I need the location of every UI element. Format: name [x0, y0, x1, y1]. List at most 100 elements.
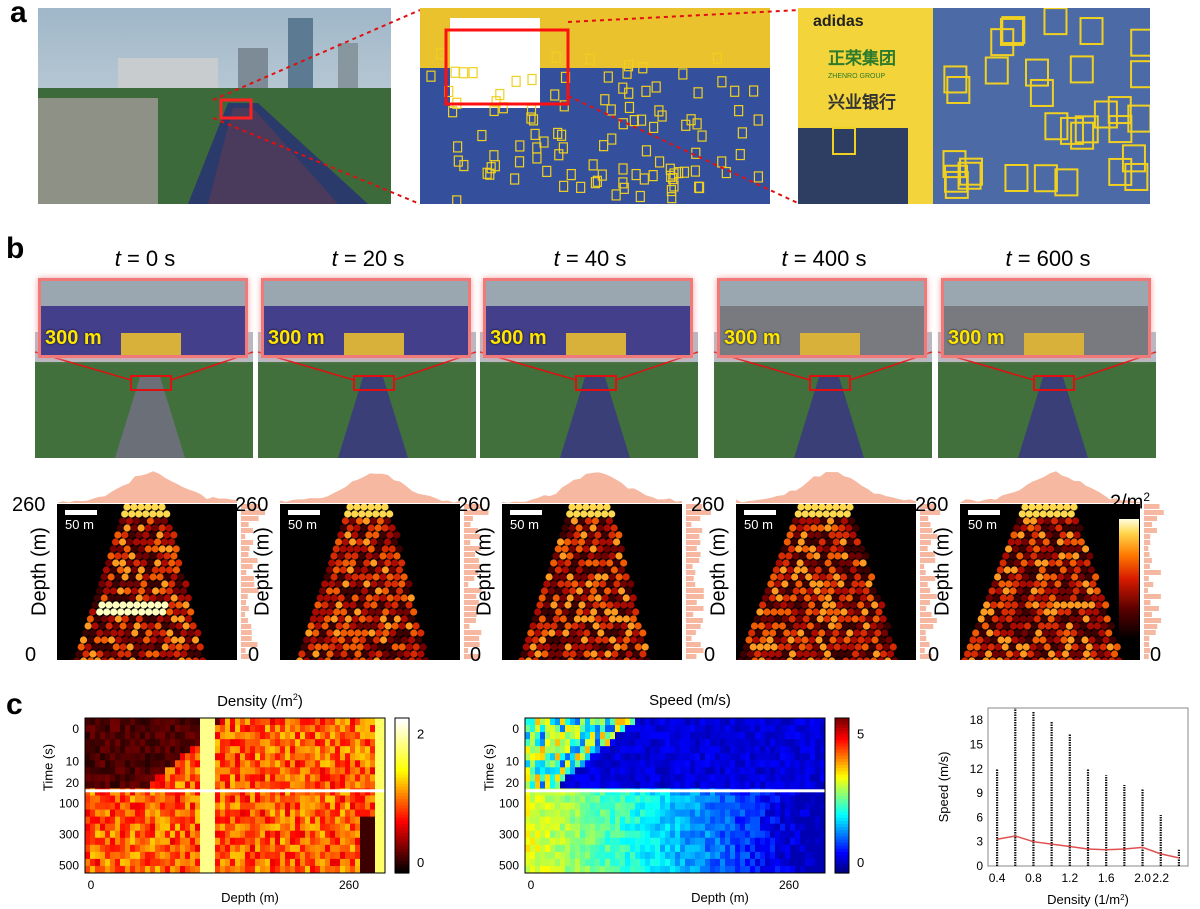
heatmap-cell	[650, 725, 656, 733]
heatmap-cell	[735, 760, 741, 768]
density-cell	[1001, 643, 1009, 651]
heatmap-cell	[535, 816, 541, 825]
density-cell	[379, 636, 388, 644]
density-cell	[605, 517, 614, 525]
heatmap-cell	[605, 732, 611, 740]
speed-heatmap-title: Speed (m/s)	[649, 692, 731, 709]
heatmap-cell	[525, 753, 531, 761]
density-cell	[386, 636, 395, 644]
heatmap-cell	[790, 739, 796, 747]
density-cell	[800, 566, 808, 574]
heatmap-cell	[200, 823, 206, 832]
heatmap-cell	[720, 837, 726, 846]
heatmap-cell	[555, 760, 561, 768]
density-cell	[569, 650, 577, 658]
heatmap-cell	[630, 746, 636, 754]
heatmap-cell	[95, 774, 101, 782]
depth-bottom-tick: 0	[704, 644, 716, 666]
density-cell	[1069, 559, 1077, 567]
heatmap-cell	[605, 802, 611, 811]
heatmap-cell	[105, 795, 111, 804]
density-cell	[597, 650, 605, 658]
heatmap-cell	[605, 767, 611, 775]
heatmap-cell	[295, 830, 301, 839]
heatmap-cell	[220, 781, 226, 789]
heatmap-cell	[620, 809, 626, 818]
heatmap-cell	[725, 823, 731, 832]
density-cell	[605, 538, 614, 546]
density-cell	[771, 587, 779, 595]
heatmap-cell	[210, 823, 216, 832]
heatmap-cell	[130, 802, 136, 811]
detection-box	[636, 114, 647, 126]
heatmap-cell	[140, 816, 146, 825]
density-cell	[766, 636, 774, 644]
heatmap-cell	[300, 746, 306, 754]
heatmap-cell	[570, 767, 576, 775]
heatmap-cell	[355, 844, 361, 853]
heatmap-cell	[350, 823, 356, 832]
density-cell	[340, 629, 348, 637]
heatmap-cell	[815, 774, 821, 782]
depth-tick-label: 0	[528, 878, 535, 892]
density-cell	[339, 566, 348, 574]
heatmap-cell	[670, 837, 676, 846]
heatmap-cell	[260, 795, 266, 804]
heatmap-cell	[695, 718, 701, 726]
heatmap-cell	[360, 739, 366, 747]
density-cell	[1061, 615, 1069, 623]
density-cell	[405, 580, 413, 588]
density-cell	[179, 587, 188, 595]
heatmap-cell	[630, 809, 636, 818]
density-cell	[541, 650, 549, 658]
heatmap-cell	[795, 802, 801, 811]
heatmap-cell	[715, 802, 721, 811]
heatmap-cell	[185, 746, 191, 754]
heatmap-cell	[110, 718, 116, 726]
heatmap-cell	[715, 774, 721, 782]
density-cell	[616, 657, 624, 665]
heatmap-cell	[810, 802, 816, 811]
heatmap-cell	[525, 830, 531, 839]
heatmap-cell	[635, 816, 641, 825]
heatmap-cell	[175, 865, 181, 874]
heatmap-cell	[125, 739, 131, 747]
far-field-inset: 300 m	[717, 278, 927, 358]
heatmap-cell	[280, 753, 286, 761]
heatmap-cell	[605, 774, 611, 782]
heatmap-cell	[150, 809, 156, 818]
density-cell	[824, 524, 832, 532]
density-cell	[159, 650, 167, 658]
heatmap-cell	[360, 795, 366, 804]
density-cell	[140, 622, 148, 630]
density-cell	[857, 636, 865, 644]
density-cell	[1089, 650, 1098, 658]
density-cell	[744, 657, 752, 665]
detection-box	[600, 94, 610, 106]
heatmap-cell	[615, 746, 621, 754]
heatmap-cell	[620, 746, 626, 754]
density-cell	[96, 608, 104, 616]
density-cell	[596, 587, 605, 595]
density-cell	[865, 615, 873, 623]
heatmap-cell	[360, 851, 366, 860]
density-cell	[840, 608, 848, 616]
heatmap-cell	[295, 844, 301, 853]
density-cell	[1026, 580, 1034, 588]
density-cell	[751, 657, 759, 665]
heatmap-cell	[565, 732, 571, 740]
colorbar-segment	[835, 767, 849, 772]
density-cell	[629, 594, 637, 602]
colorbar-segment	[395, 851, 409, 855]
heatmap-cell	[360, 760, 366, 768]
heatmap-cell	[175, 809, 181, 818]
density-cell	[813, 622, 822, 630]
density-cell	[625, 650, 633, 658]
density-cell	[1079, 622, 1088, 630]
density-cell	[1018, 545, 1027, 553]
density-cell	[599, 622, 607, 630]
heatmap-cell	[540, 858, 546, 867]
density-cell	[1088, 636, 1096, 644]
heatmap-cell	[700, 753, 706, 761]
density-cell	[578, 559, 586, 567]
